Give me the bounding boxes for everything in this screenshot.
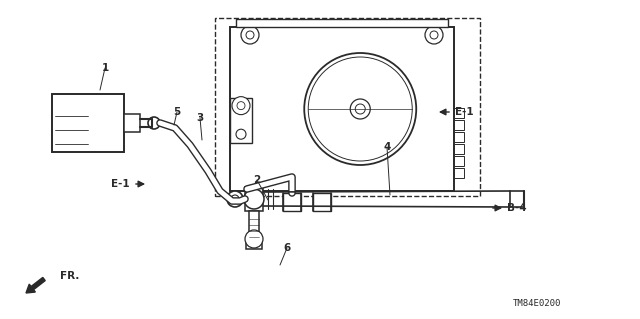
Bar (230, 27, 454, 191)
Bar (52, 94, 124, 152)
Circle shape (245, 230, 263, 248)
Bar (454, 156, 464, 166)
Text: 4: 4 (383, 142, 390, 152)
Circle shape (232, 97, 250, 115)
Text: 5: 5 (173, 107, 180, 117)
Circle shape (236, 129, 246, 139)
Circle shape (244, 189, 264, 209)
Bar (283, 193, 301, 211)
Text: B-4: B-4 (507, 203, 527, 213)
Bar (245, 187, 263, 211)
Bar (510, 191, 524, 207)
Text: E-1: E-1 (111, 179, 130, 189)
Bar (246, 239, 262, 249)
Text: 3: 3 (196, 113, 204, 123)
Bar (454, 168, 464, 178)
Bar (454, 144, 464, 154)
Text: 2: 2 (253, 175, 260, 185)
Text: FR.: FR. (60, 271, 79, 281)
Bar (454, 120, 464, 130)
Circle shape (304, 53, 416, 165)
Circle shape (227, 191, 243, 207)
Circle shape (246, 31, 254, 39)
Bar (454, 132, 464, 142)
Bar (124, 114, 140, 132)
Circle shape (425, 26, 443, 44)
FancyArrow shape (26, 278, 45, 293)
Circle shape (148, 117, 160, 129)
Circle shape (237, 102, 245, 110)
Circle shape (231, 195, 239, 203)
Circle shape (350, 99, 370, 119)
Circle shape (241, 26, 259, 44)
Text: 6: 6 (284, 243, 291, 253)
Circle shape (430, 31, 438, 39)
Bar (249, 211, 259, 239)
Bar (215, 18, 480, 196)
Text: TM84E0200: TM84E0200 (513, 299, 561, 308)
Text: E-1: E-1 (455, 107, 474, 117)
Text: 1: 1 (101, 63, 109, 73)
Bar (313, 193, 331, 211)
Circle shape (355, 104, 365, 114)
Circle shape (308, 57, 412, 161)
Bar (230, 98, 252, 143)
Bar (236, 19, 448, 27)
Bar (454, 108, 464, 118)
